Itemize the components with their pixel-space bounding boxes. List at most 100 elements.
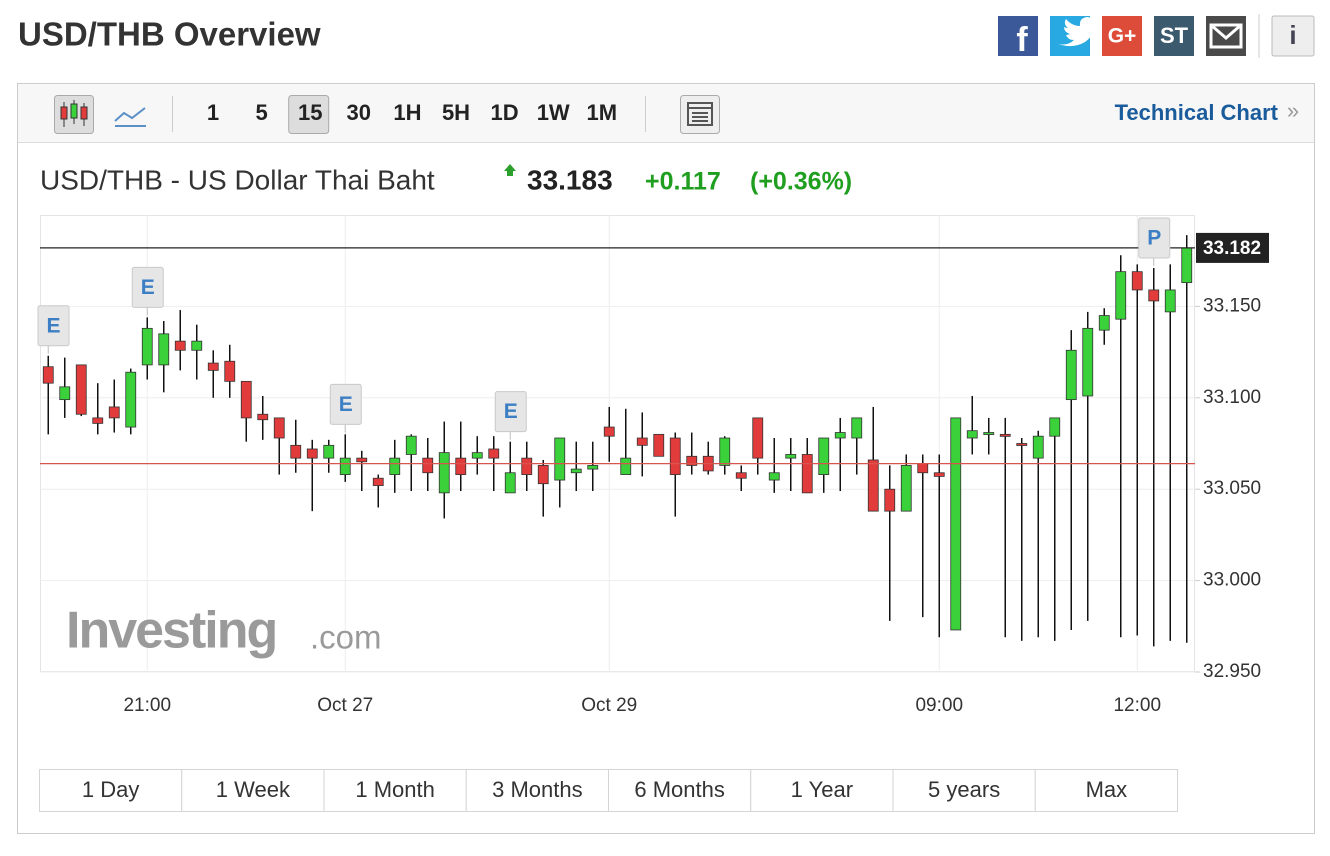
info-button[interactable]: [1271, 15, 1315, 57]
x-tick-label: 21:00: [123, 695, 171, 716]
candle-body: [966, 430, 978, 439]
facebook-button[interactable]: [998, 16, 1038, 56]
candle-body: [818, 437, 830, 475]
range-button-label[interactable]: Max: [1086, 777, 1128, 802]
candle-body: [257, 413, 269, 421]
x-tick-label: 12:00: [1113, 695, 1161, 716]
range-button-label[interactable]: 1 Week: [216, 777, 291, 802]
stocktwits-icon: ST: [1160, 23, 1189, 48]
event-label: E: [339, 393, 353, 416]
candle-body: [537, 465, 549, 485]
range-button-label[interactable]: 3 Months: [492, 777, 583, 802]
event-box: [329, 383, 362, 425]
candle-body: [867, 459, 879, 512]
event-box: [494, 391, 527, 433]
interval-button[interactable]: 1: [207, 100, 219, 125]
range-button[interactable]: [608, 769, 752, 812]
range-button-label[interactable]: 1 Year: [791, 777, 853, 802]
candle-body: [1032, 435, 1044, 459]
y-tick-label: 32.950: [1203, 661, 1261, 682]
googleplus-button[interactable]: [1102, 16, 1142, 56]
interval-button[interactable]: 5H: [442, 100, 470, 125]
range-button[interactable]: [181, 769, 325, 812]
email-button[interactable]: [1206, 16, 1246, 56]
candle-body: [785, 454, 797, 459]
y-tick-label: 33.000: [1203, 570, 1261, 591]
candle-body: [422, 457, 434, 474]
event-marker[interactable]: E: [494, 391, 527, 440]
candle-body: [323, 444, 335, 459]
event-marker[interactable]: E: [329, 383, 362, 433]
candle-body: [75, 364, 87, 415]
y-tick-label: 33.150: [1203, 295, 1261, 316]
candle-body: [1049, 417, 1061, 437]
candle-body: [405, 435, 417, 455]
candle-body: [1065, 349, 1077, 401]
layout-icon: [687, 102, 713, 126]
candle-body: [851, 417, 863, 439]
y-tick-label: 33.050: [1203, 478, 1261, 499]
interval-button[interactable]: 5: [255, 100, 267, 125]
watermark-brand: Investing: [66, 602, 276, 660]
toolbar: [18, 84, 1314, 142]
candle-body: [389, 457, 401, 475]
interval-button[interactable]: 15: [298, 100, 322, 125]
candle-body: [240, 380, 252, 419]
range-button[interactable]: [465, 769, 609, 812]
plot-area: [40, 215, 1195, 672]
event-marker[interactable]: P: [1138, 217, 1171, 267]
candle-body: [669, 437, 681, 475]
candle-body: [59, 386, 71, 401]
instrument-name: USD/THB - US Dollar Thai Baht: [40, 164, 435, 195]
x-tick-label: Oct 29: [581, 695, 637, 716]
x-tick-label: 09:00: [915, 695, 963, 716]
event-marker[interactable]: E: [131, 266, 164, 316]
candle-body: [999, 433, 1011, 437]
overlay: 33.182 E E E E P: [37, 217, 1269, 465]
candle-body: [636, 437, 648, 446]
range-button-label[interactable]: 6 Months: [634, 777, 725, 802]
stocktwits-button[interactable]: [1154, 16, 1194, 56]
candle-body: [372, 477, 384, 486]
watermark-suffix: .com: [310, 619, 382, 656]
event-label: E: [504, 400, 518, 423]
candle-body: [950, 417, 962, 631]
layout-button[interactable]: [680, 95, 720, 134]
event-label: E: [46, 314, 60, 337]
range-button-label[interactable]: 5 years: [928, 777, 1000, 802]
range-button[interactable]: [1034, 769, 1178, 812]
candle-body: [1148, 289, 1160, 302]
technical-chart-link[interactable]: Technical Chart: [1115, 100, 1279, 125]
candle-body: [1181, 247, 1193, 284]
interval-button[interactable]: 1H: [393, 100, 421, 125]
candles: [42, 235, 1193, 647]
event-marker[interactable]: E: [37, 305, 70, 354]
candle-body: [768, 472, 780, 481]
candle-body: [1131, 271, 1143, 291]
interval-button[interactable]: 1W: [537, 100, 570, 125]
candle-body: [801, 454, 813, 494]
x-tick-label: Oct 27: [317, 695, 373, 716]
candle-body: [339, 457, 351, 475]
interval-button[interactable]: 1D: [491, 100, 519, 125]
event-box: [131, 266, 164, 308]
range-button-label[interactable]: 1 Month: [355, 777, 435, 802]
candle-body: [174, 340, 186, 351]
candle-body: [570, 468, 582, 474]
candle-body: [983, 432, 995, 435]
candle-body: [108, 406, 120, 419]
candle-body: [273, 417, 285, 439]
candle-body: [42, 366, 54, 384]
interval-button[interactable]: 1M: [587, 100, 618, 125]
interval-button[interactable]: 30: [347, 100, 371, 125]
candle-body: [719, 437, 731, 466]
candle-body: [603, 426, 615, 437]
candle-body: [554, 437, 566, 481]
candle-body: [207, 362, 219, 371]
facebook-icon: f: [1016, 21, 1028, 59]
candle-icon: [60, 100, 88, 127]
candle-body: [455, 457, 467, 475]
range-button[interactable]: [750, 769, 894, 812]
range-button-label[interactable]: 1 Day: [82, 777, 139, 802]
